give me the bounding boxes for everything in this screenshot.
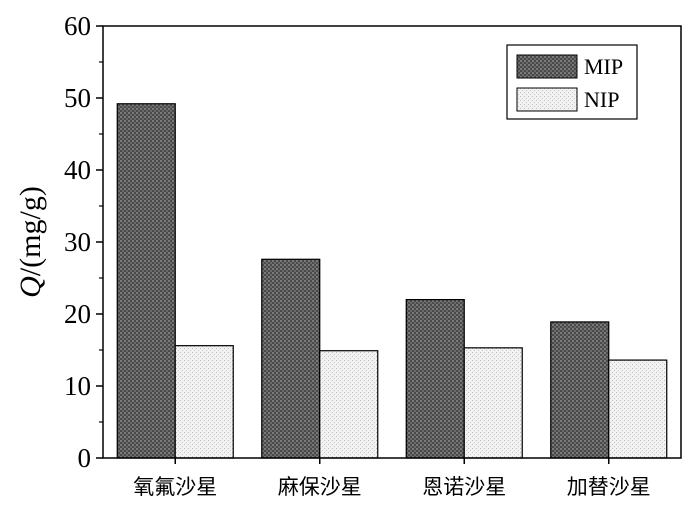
- y-tick-label: 40: [64, 155, 91, 185]
- bar-nip-2: [319, 350, 379, 459]
- bar-nip-1: [174, 345, 234, 459]
- y-axis-label-unit: /(mg/g): [14, 186, 47, 276]
- x-category-label: 氧氟沙星: [133, 475, 217, 499]
- y-axis-label: Q/(mg/g): [14, 186, 47, 298]
- legend-label-mip: MIP: [584, 54, 623, 79]
- x-category-label: 恩诺沙星: [422, 475, 506, 499]
- y-tick-label: 60: [64, 11, 91, 41]
- bar-mip-2: [261, 258, 321, 459]
- bar-mip-1: [116, 103, 176, 459]
- bar-mip-3: [405, 299, 465, 459]
- y-tick-label: 30: [64, 227, 91, 257]
- y-tick-label: 0: [78, 443, 92, 473]
- plot-frame: [102, 25, 682, 459]
- y-tick-label: 10: [64, 371, 91, 401]
- bar-nip-4: [608, 359, 668, 459]
- legend-label-nip: NIP: [584, 87, 619, 112]
- y-tick-label: 50: [64, 83, 91, 113]
- x-category-label: 麻保沙星: [278, 475, 362, 499]
- bar-nip-3: [463, 347, 523, 459]
- y-tick-label: 20: [64, 299, 91, 329]
- legend: MIP NIP: [506, 44, 638, 120]
- legend-swatch-mip: [516, 54, 578, 79]
- bar-mip-4: [550, 321, 610, 459]
- y-axis-label-symbol: Q: [14, 276, 47, 298]
- legend-swatch-nip: [516, 87, 578, 112]
- x-category-label: 加替沙星: [567, 475, 651, 499]
